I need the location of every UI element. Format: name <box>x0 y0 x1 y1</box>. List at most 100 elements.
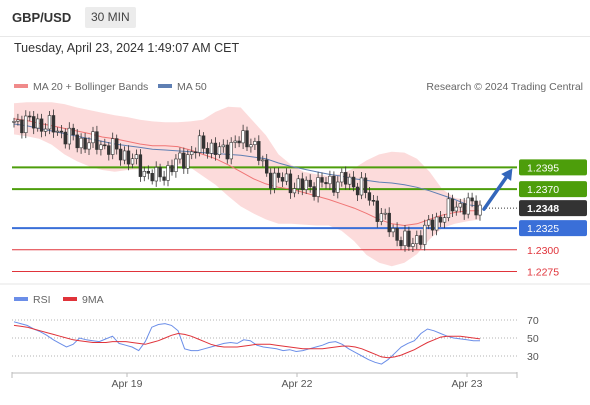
symbol-label: GBP/USD <box>12 10 72 25</box>
candle-body <box>87 142 91 150</box>
candle-body <box>343 172 348 185</box>
candle-body <box>182 152 186 169</box>
candle-body <box>111 138 115 155</box>
current-price-tag: 1.2348 <box>527 203 559 215</box>
candlestick-series <box>12 109 482 252</box>
candle-body <box>363 177 368 193</box>
candle-body <box>12 121 16 123</box>
candle-body <box>466 197 470 215</box>
candle-body <box>158 167 162 178</box>
candle-body <box>16 119 20 122</box>
rsi-grid: 70 50 30 <box>12 315 539 363</box>
candle-body <box>292 188 297 194</box>
arrow-shaft <box>482 171 511 211</box>
rsi-legend-swatch <box>14 297 28 301</box>
candle-body <box>197 135 202 153</box>
candle-body <box>351 176 356 188</box>
rsi-tick-50: 50 <box>527 333 539 345</box>
candle-body <box>20 119 24 134</box>
candle-body <box>237 140 241 144</box>
candle-body <box>71 127 75 136</box>
candle-body <box>284 173 289 182</box>
candle-body <box>205 148 210 154</box>
rsi-tick-30: 30 <box>527 351 539 363</box>
candle-body <box>296 178 300 189</box>
candle-body <box>39 118 44 132</box>
candle-body <box>83 137 87 150</box>
arrow-up-icon <box>501 168 513 181</box>
x-tick-Apr-22: Apr 22 <box>282 378 313 390</box>
rsi-legend: RSI 9MA <box>14 294 104 306</box>
current-price-tag-bg <box>519 200 587 217</box>
candle-body <box>229 142 233 160</box>
rsi-line <box>13 321 480 365</box>
candle-body <box>233 140 237 143</box>
x-tick-Apr-23: Apr 23 <box>452 378 483 390</box>
candle-body <box>359 177 364 196</box>
candle-body <box>470 197 474 202</box>
candle-body <box>272 172 277 189</box>
candle-body <box>63 131 68 145</box>
candle-body <box>403 230 407 246</box>
timeframe-button[interactable]: 30 MIN <box>85 7 136 28</box>
candle-body <box>450 198 455 212</box>
ma20-legend-label: MA 20 + Bollinger Bands <box>33 81 148 93</box>
candle-body <box>478 204 482 216</box>
price-tags: 1.2348 1.2395 1.2370 1.2325 1.2300 1.2275 <box>519 159 587 278</box>
candle-body <box>276 172 281 178</box>
candle-body <box>178 152 182 160</box>
candle-body <box>336 181 340 193</box>
candle-body <box>31 116 36 129</box>
x-tick-Apr-19: Apr 19 <box>112 378 143 390</box>
candle-body <box>253 141 257 145</box>
candle-body <box>146 171 150 174</box>
candle-body <box>280 177 285 182</box>
candle-body <box>28 115 32 118</box>
candle-body <box>347 176 352 185</box>
candle-body <box>419 235 423 245</box>
candle-body <box>399 240 403 247</box>
candle-body <box>51 115 56 133</box>
candle-body <box>75 134 79 149</box>
candle-body <box>174 158 178 172</box>
candle-body <box>316 177 320 197</box>
level-tag-bg-1.2325 <box>519 220 587 237</box>
candle-body <box>107 145 111 155</box>
candle-body <box>115 138 119 150</box>
candle-body <box>288 173 293 194</box>
candle-body <box>134 154 139 159</box>
level-tag-1.2395: 1.2395 <box>527 162 559 174</box>
candle-body <box>142 171 146 177</box>
ma20-legend-swatch <box>14 84 28 88</box>
candle-body <box>383 212 387 215</box>
candle-body <box>67 127 72 145</box>
level-tag-bg-1.2370 <box>519 181 587 198</box>
level-tag-bg-1.2395 <box>519 159 587 176</box>
candle-body <box>395 228 399 241</box>
x-axis-ticks: Apr 19 Apr 22 Apr 23 <box>112 373 483 390</box>
candle-body <box>375 200 379 222</box>
candle-body <box>126 150 131 165</box>
candle-body <box>308 179 312 187</box>
candle-body <box>245 130 249 148</box>
datetime-label: Tuesday, April 23, 2024 1:49:07 AM CET <box>14 41 240 55</box>
ma50-legend-swatch <box>158 84 172 88</box>
candle-body <box>209 142 214 154</box>
chart-header: GBP/USD 30 MIN <box>0 0 590 36</box>
candle-body <box>130 158 135 165</box>
candle-body <box>217 146 222 156</box>
candle-body <box>379 213 383 222</box>
candle-body <box>340 172 344 183</box>
rsi-legend-label: RSI <box>33 294 51 306</box>
candle-body <box>371 200 376 202</box>
candle-body <box>430 219 435 231</box>
candle-body <box>355 186 360 196</box>
candle-body <box>99 144 103 150</box>
candle-body <box>434 216 439 231</box>
ma50-legend-label: MA 50 <box>177 81 207 93</box>
candle-body <box>411 243 415 247</box>
rsi9-legend-label: 9MA <box>82 294 104 306</box>
candle-body <box>387 212 391 233</box>
candle-body <box>95 131 99 150</box>
